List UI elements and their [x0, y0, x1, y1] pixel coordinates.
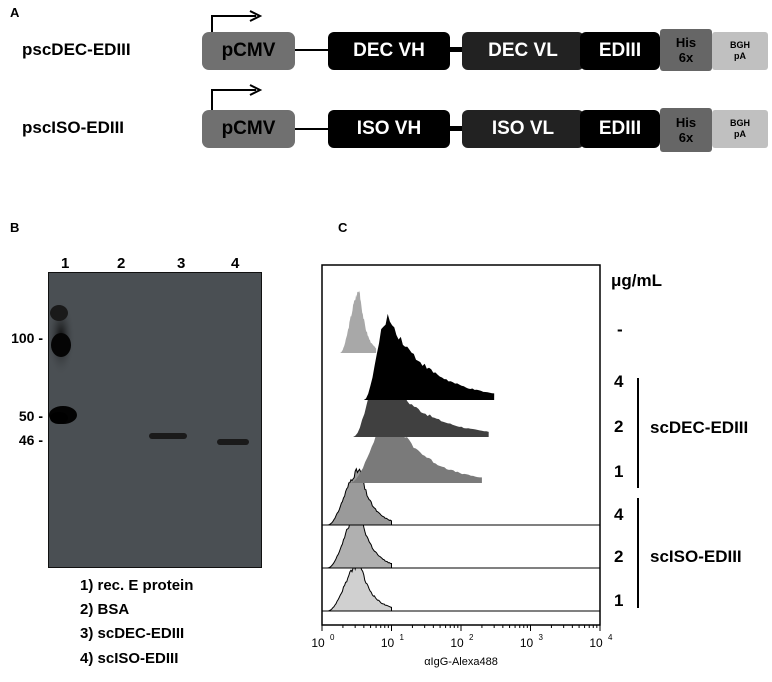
blot-band: [50, 412, 68, 424]
blot-band: [50, 305, 68, 321]
vl-segment: ISO VL: [462, 110, 584, 148]
lane-number: 4: [231, 255, 240, 272]
bgh-pa-segment: BGH pA: [712, 110, 768, 148]
blot-legend-item: 2) BSA: [80, 601, 130, 618]
group-label-dec: scDEC-EDIII: [650, 418, 749, 437]
pa-label: pA: [734, 51, 746, 61]
x-tick-exponent: 0: [330, 633, 335, 642]
group-label-iso: scISO-EDIII: [650, 547, 742, 566]
blot-legend-item: 1) rec. E protein: [80, 577, 194, 594]
his-tag-segment: His 6x: [660, 108, 712, 152]
concentration-label: 4: [614, 372, 624, 391]
mw-marker-label: 100 -: [11, 330, 43, 346]
promoter-arrow-icon: [211, 84, 263, 113]
x-tick-exponent: 1: [400, 633, 405, 642]
group-bracket: [637, 378, 639, 488]
panel-c-label: C: [338, 220, 348, 235]
x-tick-exponent: 4: [608, 633, 613, 642]
lane-number: 1: [61, 255, 70, 272]
blot-legend-item: 3) scDEC-EDIII: [80, 625, 185, 642]
histogram-5: [327, 467, 392, 526]
lane-number: 2: [117, 255, 126, 272]
concentration-label: 1: [614, 462, 624, 481]
blot-band: [149, 433, 187, 439]
bgh-label: BGH: [730, 40, 750, 50]
vh-segment: ISO VH: [328, 110, 450, 148]
panel-a-label: A: [10, 5, 20, 20]
his-count-label: 6x: [678, 50, 694, 65]
unit-header: μg/mL: [611, 271, 663, 290]
his-label: His: [675, 35, 697, 50]
linker: [430, 126, 470, 131]
blot-band: [217, 439, 249, 445]
western-blot-image: [48, 272, 262, 568]
vl-segment: DEC VL: [462, 32, 584, 70]
x-tick-label: 10: [381, 636, 395, 650]
x-tick-label: 10: [450, 636, 464, 650]
bgh-pa-segment: BGH pA: [712, 32, 768, 70]
vh-segment: DEC VH: [328, 32, 450, 70]
promoter-segment: pCMV: [202, 110, 295, 148]
x-axis-label: αIgG-Alexa488: [424, 656, 498, 668]
ediii-segment: EDIII: [580, 32, 660, 70]
his-count-label: 6x: [678, 130, 694, 145]
concentration-label: 4: [614, 505, 624, 524]
histogram-2: [363, 313, 495, 400]
x-tick-exponent: 2: [469, 633, 474, 642]
pa-label: pA: [734, 129, 746, 139]
promoter-segment: pCMV: [202, 32, 295, 70]
x-tick-exponent: 3: [539, 633, 544, 642]
x-tick-label: 10: [589, 636, 603, 650]
x-tick-label: 10: [520, 636, 534, 650]
x-tick-label: 10: [311, 636, 325, 650]
flow-cytometry-chart: 10 0 10 1 10 2 10 3 10 4 αIgG-Alexa488: [311, 264, 613, 668]
blot-band: [51, 333, 71, 357]
his-label: His: [675, 115, 697, 130]
lane-number: 3: [177, 255, 186, 272]
his-tag-segment: His 6x: [660, 29, 712, 71]
group-bracket: [637, 498, 639, 608]
concentration-label: -: [617, 320, 623, 339]
construct-name-dec: pscDEC-EDIII: [22, 40, 131, 59]
mw-marker-label: 50 -: [18, 408, 43, 424]
bgh-label: BGH: [730, 118, 750, 128]
concentration-label: 2: [614, 547, 624, 566]
ediii-segment: EDIII: [580, 110, 660, 148]
histogram-1: [339, 290, 377, 353]
panel-b-label: B: [10, 220, 20, 235]
mw-marker-label: 46 -: [18, 432, 43, 448]
construct-name-iso: pscISO-EDIII: [22, 118, 125, 137]
concentration-label: 2: [614, 417, 624, 436]
blot-legend-item: 4) scISO-EDIII: [80, 650, 179, 667]
linker: [430, 47, 470, 52]
concentration-label: 1: [614, 591, 624, 610]
promoter-arrow-icon: [211, 10, 263, 37]
